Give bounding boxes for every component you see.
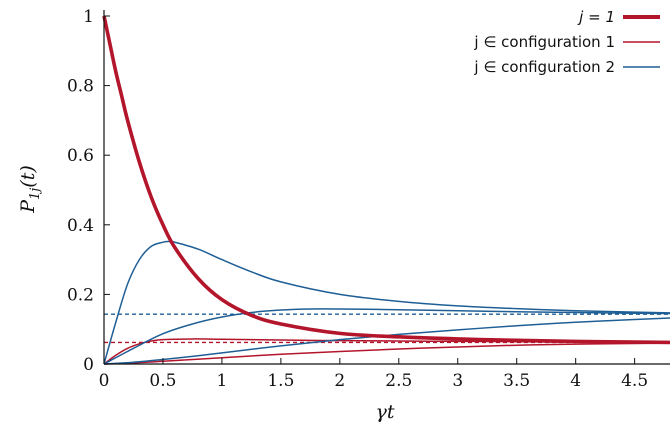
legend-label-config1: j ∈ configuration 1 [473,33,615,51]
ticks: 0 0.5 1 1.5 2 2.5 3 3.5 4 4.5 0 0.2 0.4 0.6 0.8 1 [67,7,648,391]
y-tick-label: 1 [83,7,94,27]
y-tick-label: 0.2 [67,285,94,305]
x-tick-label: 4.5 [621,371,648,391]
y-tick-label: 0.8 [67,77,94,97]
y-tick-label: 0 [83,355,94,375]
legend-label-config2: j ∈ configuration 2 [473,58,615,76]
series-line [103,308,670,365]
x-tick-label: 1.5 [267,371,294,391]
x-tick-label: 0.5 [149,371,176,391]
reference-lines [104,313,670,344]
x-tick-label: 1 [217,371,228,391]
y-tick-label: 0.4 [67,216,94,236]
x-tick-label: 3.5 [503,371,530,391]
legend: j = 1 j ∈ configuration 1 j ∈ configurat… [473,8,660,76]
x-tick-label: 4 [570,371,581,391]
x-tick-label: 2 [334,371,345,391]
x-tick-label: 3 [452,371,463,391]
y-axis-label: P1j(t) [17,165,43,214]
y-axis-label-arg: (t) [17,165,39,187]
x-tick-label: 2.5 [385,371,412,391]
y-tick-label: 0.6 [67,146,94,166]
y-axis-label-sub: 1j [28,188,43,200]
x-axis-label: γt [376,401,395,423]
x-tick-label: 0 [99,371,110,391]
series-line [103,240,670,365]
series-line [103,342,670,365]
legend-label-j1: j = 1 [577,8,615,26]
series-line [102,15,670,345]
svg-text:P1j(t): P1j(t) [17,165,43,214]
y-axis-label-main: P [17,199,39,214]
